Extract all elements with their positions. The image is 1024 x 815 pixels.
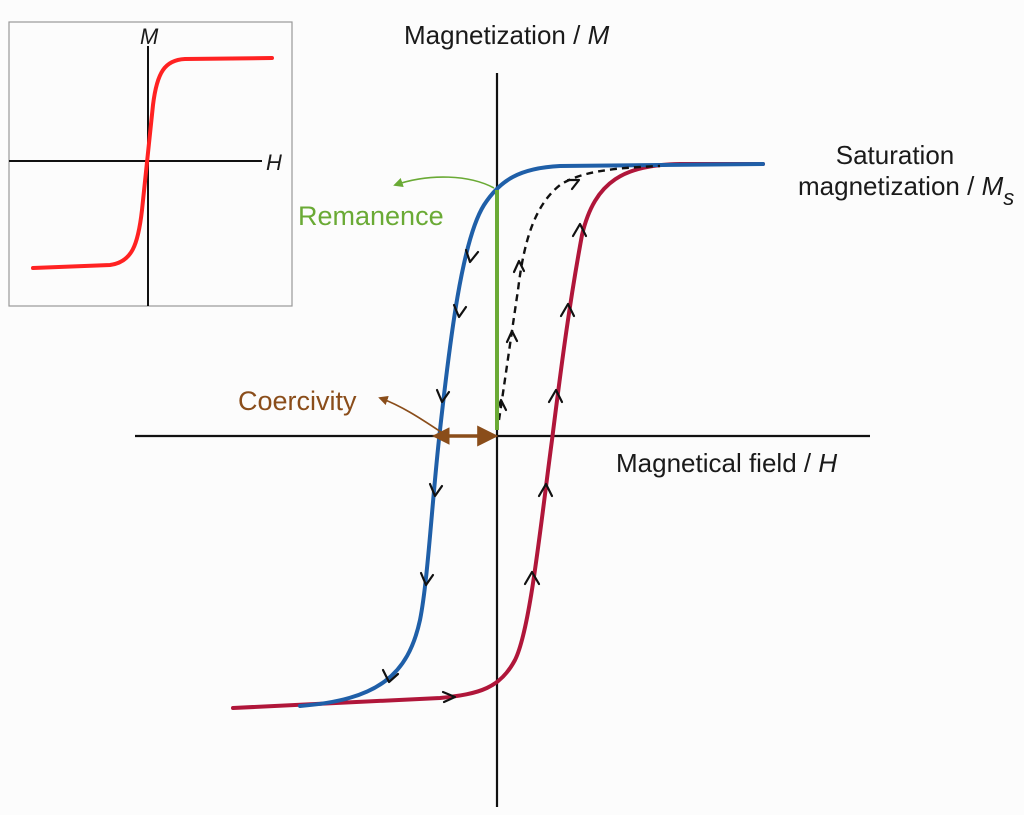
y-axis-label-symbol: M [588, 20, 610, 50]
arrow-right-bottom [441, 690, 457, 704]
saturation-label-symbol: M [982, 171, 1004, 201]
arrow-up-3 [547, 388, 564, 404]
arrow-down-3 [435, 388, 451, 404]
x-axis-label: Magnetical field / H [616, 448, 837, 478]
y-axis-label-text: Magnetization / [404, 20, 588, 50]
saturation-label-text: magnetization / [798, 171, 982, 201]
arrow-down-5 [419, 571, 435, 587]
arrow-up-1 [523, 570, 541, 586]
coercivity-pointer [378, 396, 442, 433]
inset-curve [31, 56, 274, 270]
arrow-down-4 [428, 482, 444, 498]
arrow-down-6 [381, 668, 400, 684]
initial-magnetization-curve [497, 164, 661, 421]
direction-arrows [381, 178, 588, 704]
saturation-label-line2: magnetization / Ms [798, 171, 1014, 210]
saturation-label-line1: Saturation [836, 140, 955, 170]
arrow-initial-2 [505, 329, 519, 344]
x-axis-label-text: Magnetical field / [616, 448, 818, 478]
ascending-branch [231, 162, 765, 710]
inset-frame [8, 21, 293, 307]
remanence-label: Remanence [298, 201, 444, 231]
remanence-pointer [393, 176, 495, 189]
arrow-initial-4 [566, 178, 581, 191]
coercivity-label: Coercivity [238, 386, 357, 416]
x-axis-label-symbol: H [818, 448, 837, 478]
y-axis-label: Magnetization / M [404, 20, 610, 50]
arrow-initial-3 [512, 259, 526, 274]
arrow-up-4 [559, 302, 576, 318]
arrow-up-5 [571, 222, 588, 238]
inset-x-label: H [266, 150, 282, 175]
arrow-down-2 [452, 303, 468, 319]
saturation-label-subscript: s [1003, 185, 1014, 210]
arrow-down-1 [464, 248, 480, 264]
inset-y-label: M [140, 24, 159, 49]
inset-plot: M H [8, 21, 293, 307]
arrow-up-2 [537, 482, 554, 498]
